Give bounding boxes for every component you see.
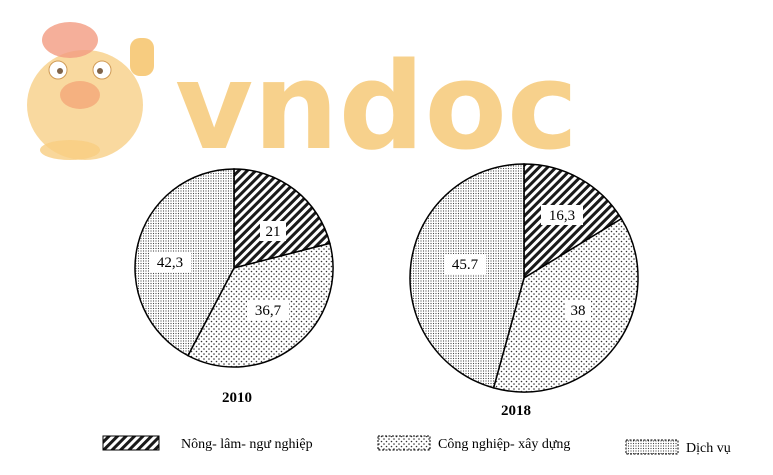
watermark-text: vndoc <box>175 38 578 177</box>
data-label-industry-2018: 38 <box>571 303 586 319</box>
data-label-industry-2010: 36,7 <box>255 303 282 319</box>
data-label-services-2018: 45.7 <box>452 257 479 273</box>
vndoc-watermark-logo: vndoc <box>27 22 578 177</box>
data-label-bg <box>247 300 289 320</box>
data-label-services-2010: 42,3 <box>157 255 183 271</box>
legend-label-agriculture: Nông- lâm- ngư nghiệp <box>181 437 313 452</box>
year-label-2010: 2010 <box>222 390 252 406</box>
chick-mascot-icon <box>27 22 154 160</box>
data-label-bg <box>149 252 191 272</box>
legend-swatch-dots <box>377 435 431 451</box>
pie-slice-services-2018 <box>409 163 525 389</box>
data-label-bg <box>260 221 286 241</box>
data-label-bg <box>565 300 591 320</box>
data-label-bg <box>444 254 486 274</box>
legend: Nông- lâm- ngư nghiệp Công nghiệp- xây d… <box>102 435 731 456</box>
data-label-agriculture-2018: 16,3 <box>549 208 575 224</box>
legend-swatch-grid <box>625 439 679 455</box>
year-label-2018: 2018 <box>501 403 531 419</box>
pie-slice-agriculture-2010 <box>233 168 331 269</box>
data-label-bg <box>541 205 583 225</box>
legend-label-industry: Công nghiệp- xây dựng <box>438 437 570 452</box>
data-label-agriculture-2010: 21 <box>266 224 281 240</box>
pie-chart-2018: 16,3 38 45.7 <box>409 163 639 393</box>
pie-chart-2010: 21 36,7 42,3 <box>134 168 334 368</box>
legend-label-services: Dịch vụ <box>686 441 731 456</box>
legend-swatch-hatch <box>102 435 160 451</box>
